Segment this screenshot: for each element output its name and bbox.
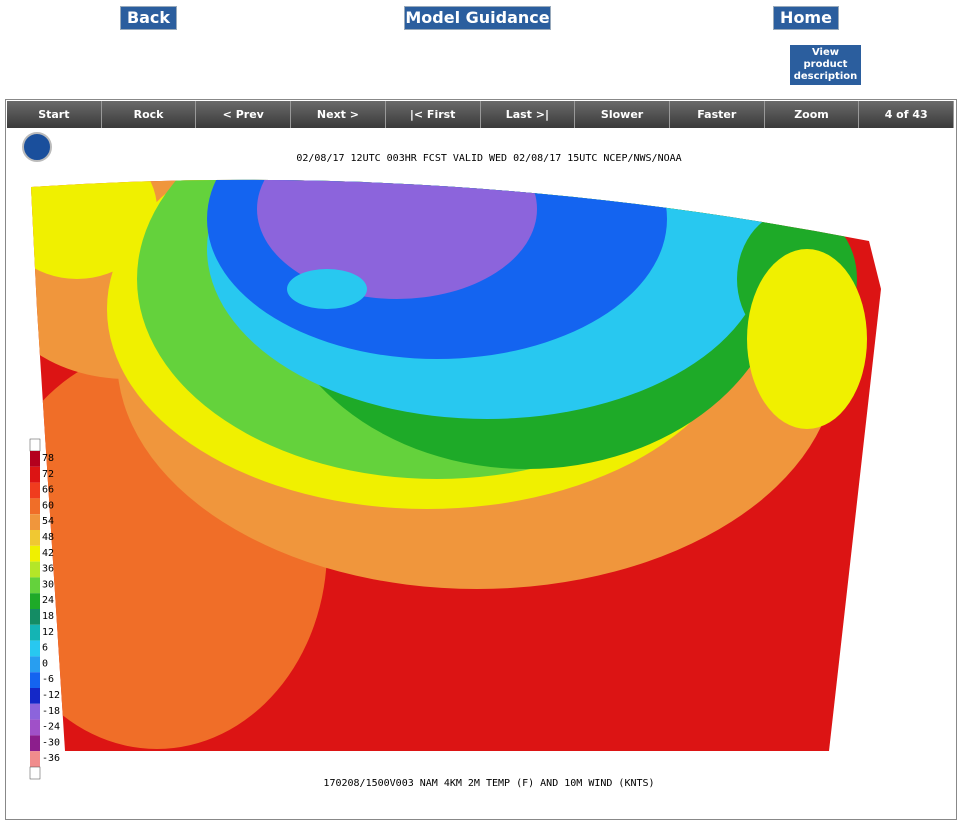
legend-label: -18 <box>42 706 60 717</box>
noaa-logo <box>22 132 52 162</box>
legend-label: 42 <box>42 548 54 559</box>
legend-swatch <box>30 466 40 483</box>
toolbar: Start Rock < Prev Next > |< First Last >| Slow… <box>7 101 955 128</box>
legend-label: 0 <box>42 658 48 669</box>
model-guidance-button[interactable]: Model Guidance <box>404 6 551 30</box>
toolbar-button[interactable]: Next > <box>291 101 386 128</box>
temperature-field <box>31 179 881 751</box>
legend-label: 72 <box>42 469 54 480</box>
legend-swatch <box>30 498 40 515</box>
legend-label: -36 <box>42 753 60 764</box>
legend-label: 12 <box>42 627 54 638</box>
map: 02/08/17 12UTC 003HR FCST VALID WED 02/0… <box>22 132 881 789</box>
legend-swatch <box>30 624 40 641</box>
legend-label: -6 <box>42 674 54 685</box>
map-footer: 170208/1500V003 NAM 4KM 2M TEMP (F) AND … <box>323 778 654 789</box>
legend-label: 54 <box>42 516 54 527</box>
description-button[interactable]: View product description <box>790 45 861 85</box>
legend-swatch <box>30 609 40 625</box>
viewer-frame <box>5 99 957 820</box>
toolbar-button[interactable]: Last >| <box>481 101 576 128</box>
legend-label: -12 <box>42 690 60 701</box>
toolbar-button[interactable]: Rock <box>102 101 197 128</box>
legend-label: 18 <box>42 611 54 622</box>
legend-swatch <box>30 561 40 578</box>
legend-swatch <box>30 688 40 704</box>
back-button[interactable]: Back <box>120 6 177 30</box>
legend-swatch <box>30 656 40 673</box>
legend-label: -24 <box>42 722 60 733</box>
legend-cap <box>29 766 41 780</box>
legend-swatch <box>30 719 40 736</box>
legend-swatch <box>30 703 40 720</box>
legend-label: -30 <box>42 737 60 748</box>
legend-swatch <box>30 640 40 657</box>
legend-swatch <box>30 751 40 767</box>
legend-label: 60 <box>42 500 54 511</box>
legend-label: 6 <box>42 643 48 654</box>
map-header: 02/08/17 12UTC 003HR FCST VALID WED 02/0… <box>296 153 681 164</box>
legend-swatch <box>30 514 40 530</box>
legend-swatch <box>30 530 40 546</box>
legend-swatch <box>30 482 40 499</box>
legend-swatch <box>30 593 40 609</box>
legend: 78726660544842363024181260-6-12-18-24-30… <box>29 438 60 780</box>
legend-cap <box>29 438 41 452</box>
legend-label: 30 <box>42 579 54 590</box>
legend-swatch <box>30 545 40 562</box>
toolbar-button[interactable]: < Prev <box>196 101 292 128</box>
legend-label: 66 <box>42 485 54 496</box>
toolbar-button[interactable]: 4 of 43 <box>859 101 955 128</box>
legend-label: 36 <box>42 564 54 575</box>
legend-label: 48 <box>42 532 54 543</box>
legend-swatch <box>30 577 40 594</box>
legend-label: 78 <box>42 453 54 464</box>
home-button[interactable]: Home <box>773 6 839 30</box>
legend-swatch <box>30 672 40 688</box>
toolbar-button[interactable]: Slower <box>575 101 670 128</box>
toolbar-button[interactable]: Faster <box>670 101 765 128</box>
toolbar-button[interactable]: |< First <box>386 101 481 128</box>
legend-swatch <box>30 451 40 467</box>
legend-label: 24 <box>42 595 54 606</box>
toolbar-button[interactable]: Start <box>7 101 102 128</box>
toolbar-button[interactable]: Zoom <box>765 101 860 128</box>
legend-swatch <box>30 735 40 752</box>
